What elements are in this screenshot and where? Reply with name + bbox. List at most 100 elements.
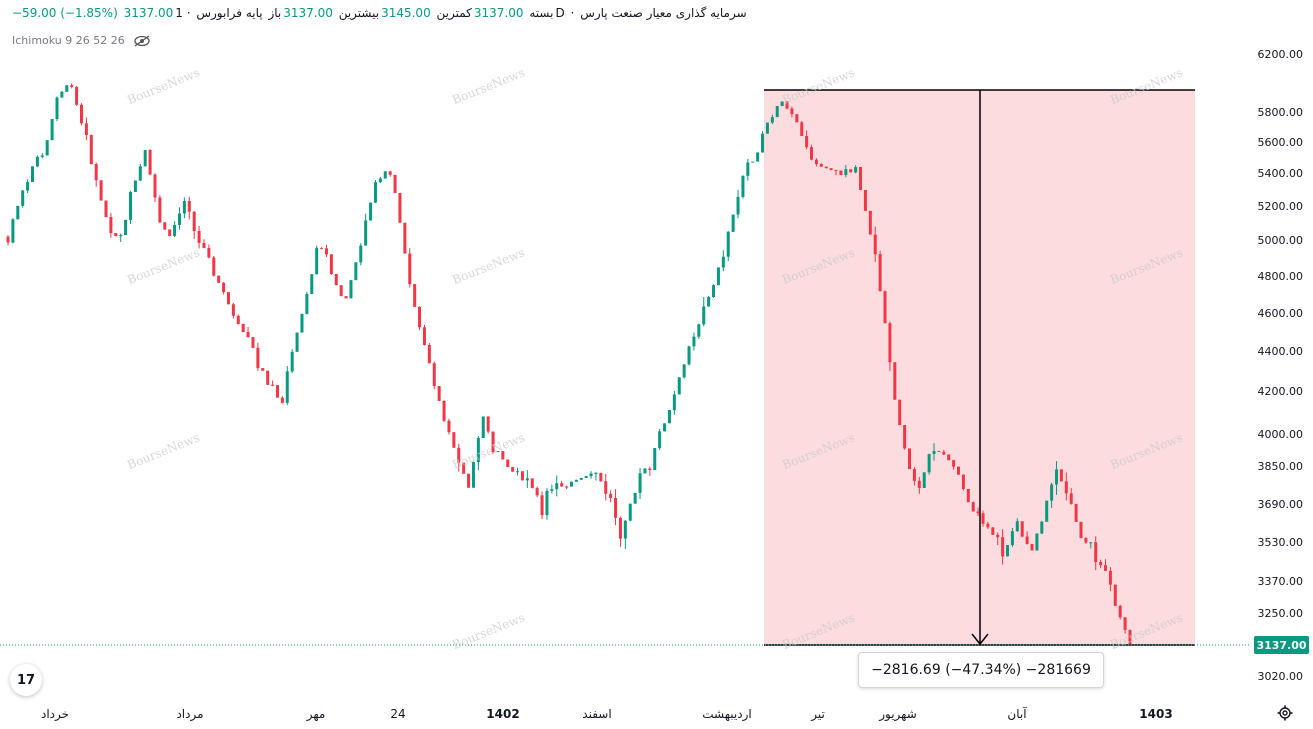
candle-body — [555, 483, 559, 490]
candle-body — [565, 486, 569, 488]
candle-body — [94, 164, 98, 181]
candle-body — [991, 527, 995, 535]
candle-body — [721, 256, 725, 268]
candle-body — [26, 181, 30, 191]
candle-body — [231, 304, 235, 316]
candle-body — [222, 282, 226, 293]
candle-body — [609, 493, 613, 498]
separator-dot: · — [570, 6, 575, 20]
candle-body — [1084, 538, 1088, 543]
watermark-text: BourseNews — [450, 245, 526, 287]
candle-body — [359, 245, 363, 263]
candle-body — [334, 273, 338, 286]
candle-body — [124, 219, 128, 236]
candle-body — [21, 190, 25, 206]
candle-body — [168, 229, 172, 236]
x-tick-label: مهر — [306, 707, 326, 722]
candle-body — [70, 85, 74, 87]
candle-body — [716, 267, 720, 286]
y-tick-label: 4000.00 — [1258, 428, 1304, 441]
candle-body — [942, 451, 946, 455]
y-tick-label: 5400.00 — [1258, 167, 1304, 180]
candle-body — [878, 254, 882, 292]
candle-body — [1074, 503, 1078, 522]
interval-button[interactable]: 1D — [175, 6, 565, 20]
candle-body — [1104, 565, 1108, 571]
candle-body — [643, 468, 647, 474]
candle-body — [873, 234, 877, 255]
candle-body — [653, 448, 657, 471]
y-tick-label: 3370.00 — [1258, 575, 1304, 588]
measure-result-box: −2816.69 (−47.34%) −281669 — [858, 652, 1104, 688]
watermark-text: BourseNews — [125, 65, 201, 107]
candle-body — [354, 262, 358, 281]
candle-body — [236, 315, 240, 324]
candle-body — [383, 171, 387, 179]
y-tick-label: 3530.00 — [1258, 536, 1304, 549]
tradingview-logo-icon[interactable]: 17 — [10, 664, 42, 696]
candle-body — [1079, 521, 1083, 539]
candle-body — [1118, 605, 1122, 618]
eye-hidden-icon[interactable] — [133, 34, 151, 47]
candle-body — [192, 211, 196, 232]
candle-body — [280, 397, 284, 403]
candle-body — [148, 150, 152, 175]
candle-body — [986, 523, 990, 528]
candle-body — [506, 459, 510, 468]
candle-body — [687, 346, 691, 365]
candle-body — [957, 466, 961, 475]
close-label: بسته — [529, 6, 554, 20]
candle-body — [187, 201, 191, 212]
candle-body — [888, 323, 892, 363]
x-tick-label: 1403 — [1139, 707, 1172, 721]
candle-body — [1035, 533, 1039, 551]
x-tick-label: آبان — [1007, 706, 1027, 721]
indicator-legend[interactable]: Ichimoku 9 26 52 26 — [12, 34, 151, 47]
candle-body — [1020, 521, 1024, 537]
candle-body — [79, 104, 83, 124]
candle-body — [467, 473, 471, 488]
candle-body — [697, 324, 701, 337]
y-tick-label: 5800.00 — [1258, 106, 1304, 119]
candle-body — [618, 517, 622, 539]
candle-body — [976, 511, 980, 514]
candle-body — [677, 377, 681, 395]
candle-body — [1099, 562, 1103, 566]
change-value: −59.00 (−1.85%) — [12, 6, 118, 20]
candle-body — [540, 495, 544, 516]
candle-body — [800, 122, 804, 136]
candle-body — [99, 180, 103, 201]
y-tick-label: 3690.00 — [1258, 498, 1304, 511]
candle-body — [545, 490, 549, 516]
candle-body — [927, 454, 931, 473]
candle-body — [628, 503, 632, 521]
candle-body — [182, 201, 186, 214]
candle-body — [119, 235, 123, 237]
candle-body — [163, 222, 167, 230]
candle-body — [819, 164, 823, 167]
y-tick-label: 3850.00 — [1258, 460, 1304, 473]
watermark-text: BourseNews — [125, 245, 201, 287]
open-label: باز — [268, 6, 282, 20]
candle-body — [55, 97, 59, 119]
candle-body — [442, 400, 446, 421]
candle-body — [45, 140, 49, 156]
x-tick-label: خرداد — [41, 707, 69, 722]
gear-icon[interactable] — [1277, 705, 1293, 721]
candle-body — [30, 166, 34, 182]
candle-body — [35, 156, 39, 167]
candle-body — [614, 497, 618, 518]
symbol-title[interactable]: سرمایه گذاری معیار صنعت پارس — [580, 6, 747, 20]
x-tick-label: 1402 — [486, 707, 519, 721]
candle-body — [530, 478, 534, 489]
candle-body — [658, 431, 662, 449]
candle-body — [667, 410, 671, 424]
candle-body — [501, 451, 505, 460]
x-tick-label: تیر — [810, 707, 825, 722]
candle-body — [898, 399, 902, 426]
x-tick-label: 24 — [390, 707, 405, 721]
candle-body — [143, 150, 147, 167]
symbol-header: −59.00 (−1.85%) 3137.00 بسته 3137.00کمتری… — [12, 6, 749, 20]
y-tick-label: 4600.00 — [1258, 307, 1304, 320]
